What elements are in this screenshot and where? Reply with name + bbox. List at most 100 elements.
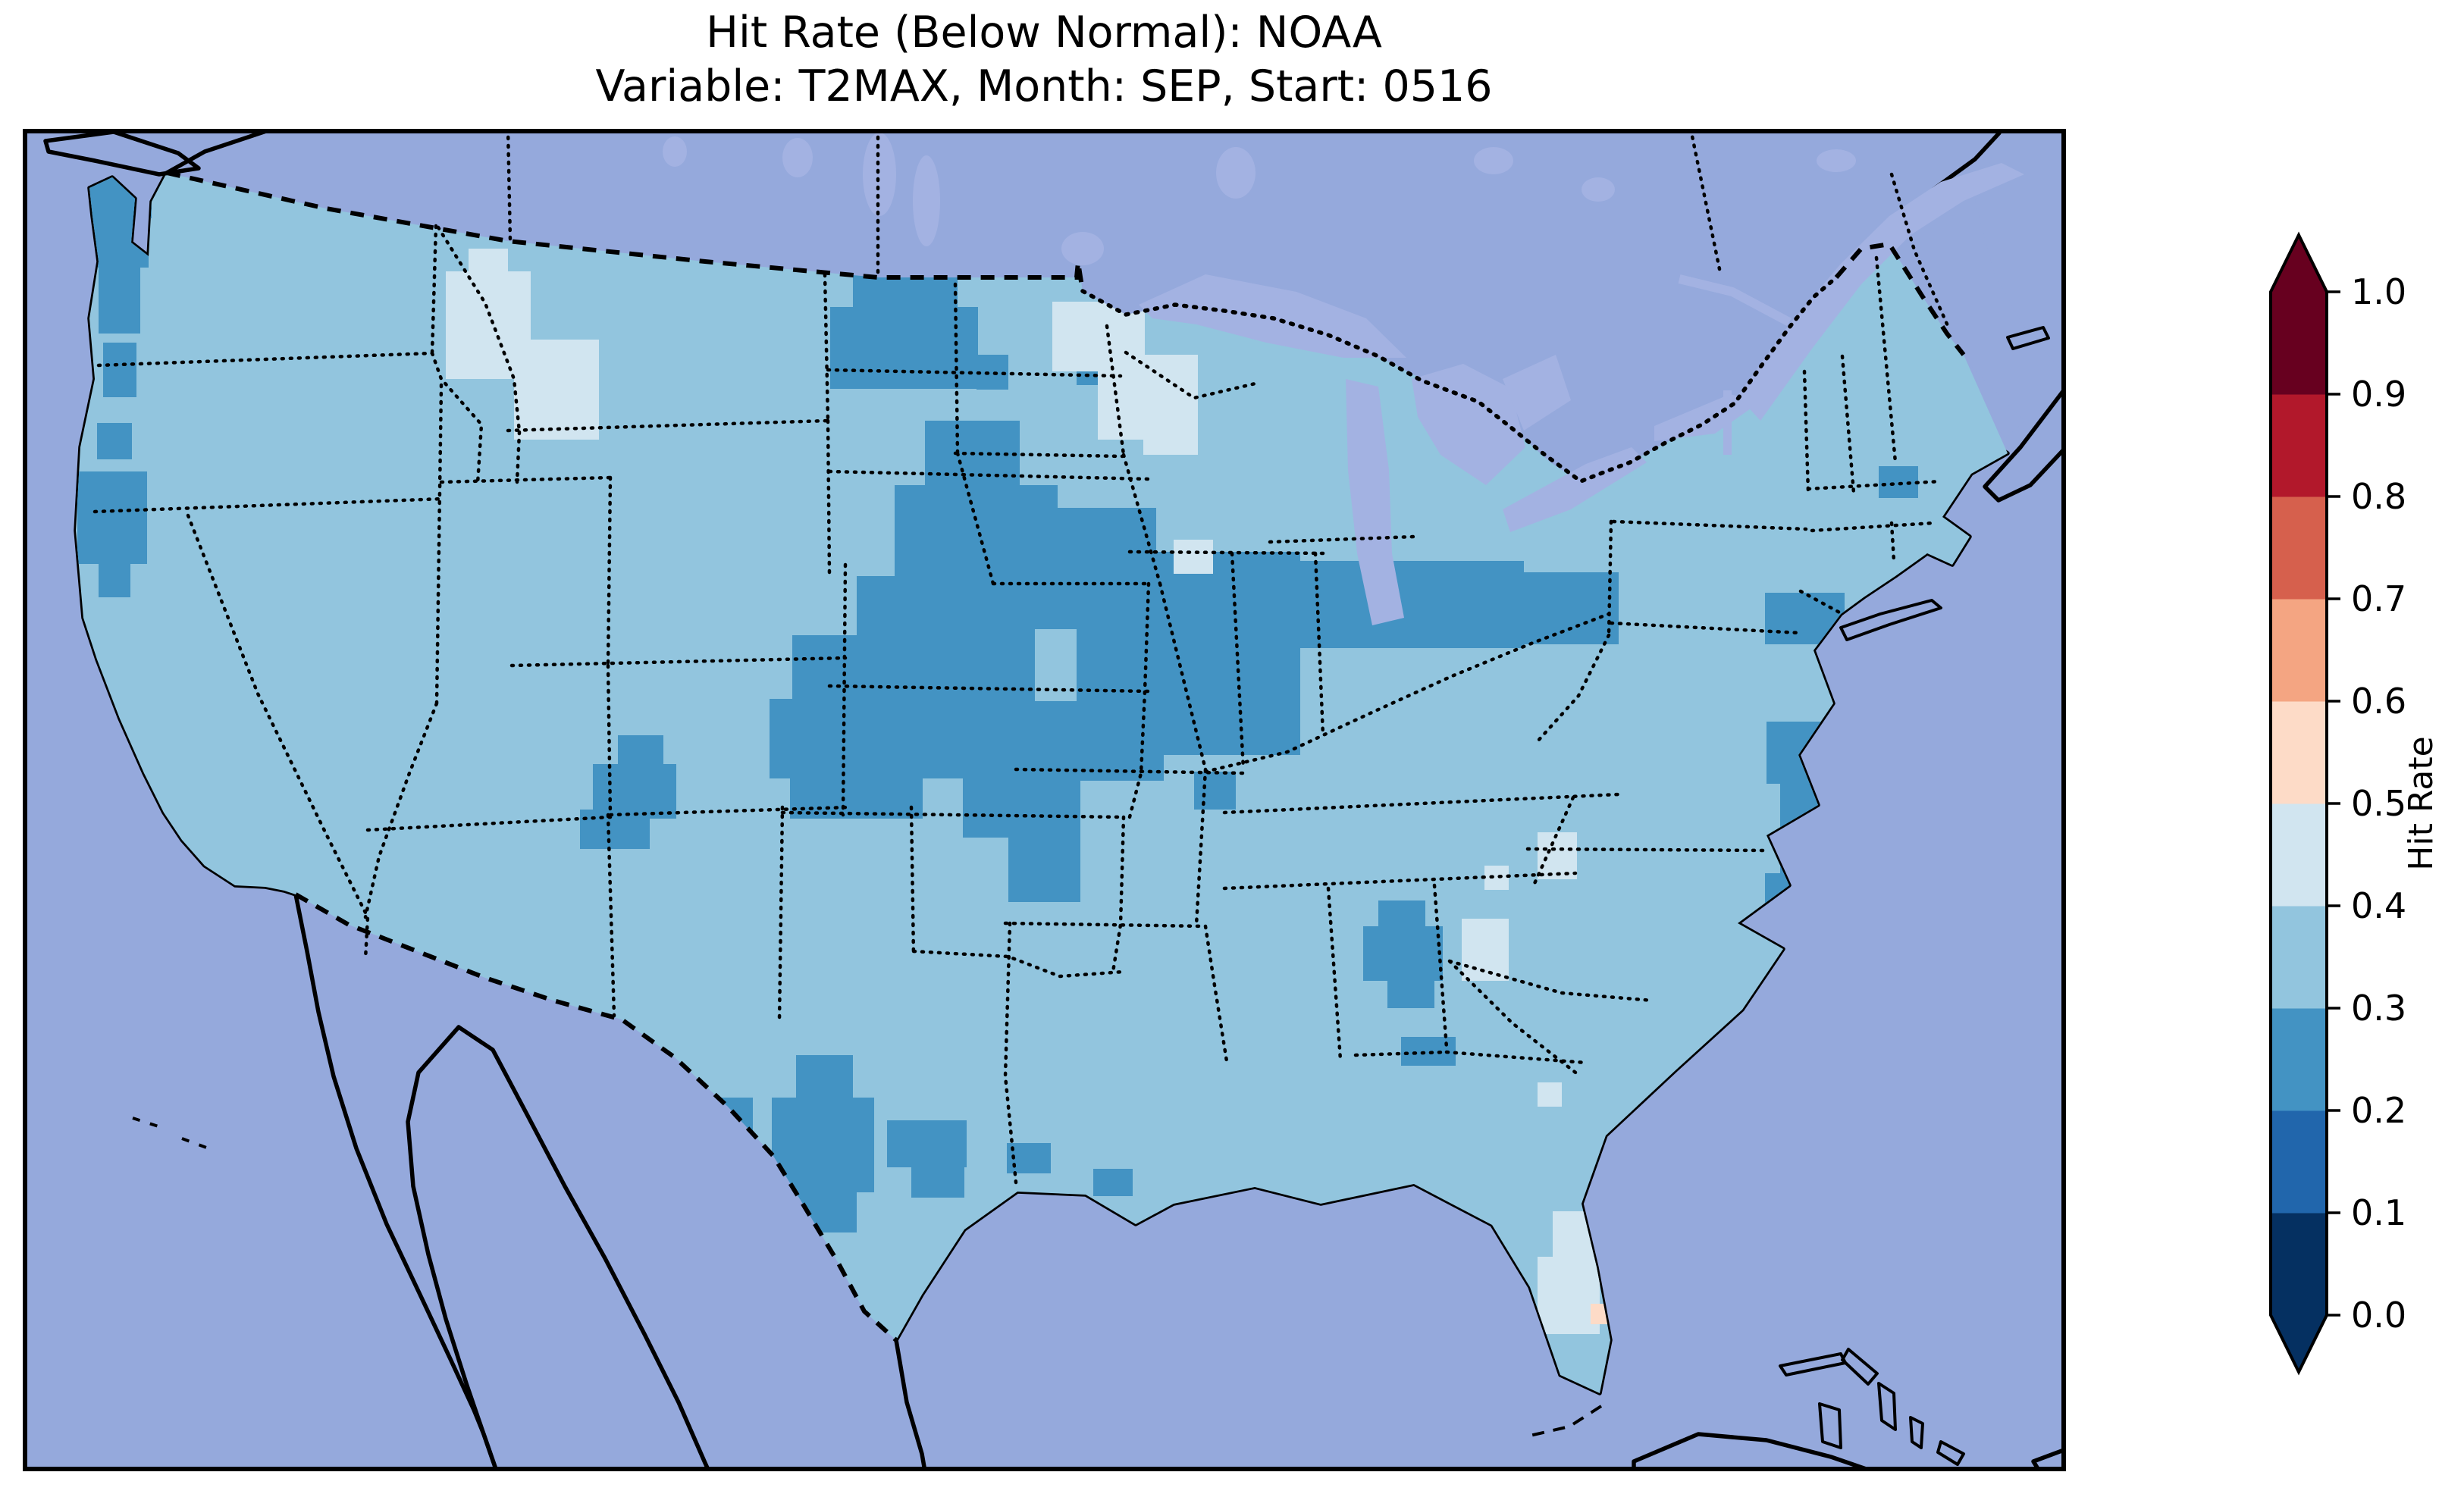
nova-scotia xyxy=(1983,388,2066,503)
hit-rate-cell-bin2 xyxy=(99,262,140,334)
hit-rate-cell-bin2 xyxy=(1008,701,1080,902)
hit-rate-cell-bin2 xyxy=(1879,466,1918,498)
colorbar-tick-label: 0.8 xyxy=(2351,476,2406,517)
lake-champlain xyxy=(1723,390,1732,455)
long-island-bahamas xyxy=(1936,1440,1965,1466)
hit-rate-cell-bin4 xyxy=(1143,423,1198,455)
colorbar-bin xyxy=(2271,803,2327,907)
colorbar-bin xyxy=(2271,292,2327,395)
chart-title-line2: Variable: T2MAX, Month: SEP, Start: 0516 xyxy=(595,61,1493,111)
hit-rate-cell-bin4 xyxy=(1484,866,1509,890)
hit-rate-cell-bin2 xyxy=(1520,572,1619,644)
canadian-lake-3 xyxy=(1582,177,1615,202)
cat-island xyxy=(1909,1416,1924,1449)
hit-rate-cell-bin2 xyxy=(77,471,147,564)
chart-title-line1: Hit Rate (Below Normal): NOAA xyxy=(706,8,1382,58)
colorbar: 0.0 0.1 0.2 0.3 0.4 0.5 0.6 0.7 0.8 0.9 1.0 Hit Ra… xyxy=(2269,231,2440,1376)
st-lawrence-river xyxy=(1738,163,2024,421)
hit-rate-cell-bin4 xyxy=(1538,1257,1600,1334)
colorbar-tick-label: 0.9 xyxy=(2351,374,2406,415)
hit-rate-cell-bin2 xyxy=(830,307,978,389)
canada-border-west xyxy=(166,171,1085,292)
colorbar-cells xyxy=(2271,235,2327,1372)
hit-rate-cell-bin4 xyxy=(1174,540,1213,574)
conus-hit-rate-map xyxy=(23,129,2066,1471)
eleuthera-island xyxy=(1877,1382,1897,1431)
colorbar-tick-label: 0.0 xyxy=(2351,1295,2406,1336)
lake-of-the-woods xyxy=(1061,232,1104,265)
hit-rate-cell-bin4 xyxy=(469,249,508,279)
hit-rate-cell-bin2 xyxy=(911,1161,964,1198)
canada-border-lakes xyxy=(1080,275,1839,484)
canadian-lake-1 xyxy=(782,138,813,177)
prince-edward-island xyxy=(2006,326,2050,350)
colorbar-ticks: 0.0 0.1 0.2 0.3 0.4 0.5 0.6 0.7 0.8 0.9 1.0 xyxy=(2327,271,2406,1336)
canada-border-maine xyxy=(1834,241,1966,356)
hit-rate-cell-bin4 xyxy=(1538,1082,1562,1107)
abaco-island xyxy=(1841,1348,1879,1386)
colorbar-arrow-under xyxy=(2271,1315,2327,1372)
lake-huron xyxy=(1412,364,1525,485)
hit-rate-cell-bin2 xyxy=(1093,1169,1133,1196)
colorbar-tick-label: 0.4 xyxy=(2351,885,2406,926)
hit-rate-cell-bin4 xyxy=(1538,832,1577,879)
hit-rate-cell-bin2 xyxy=(796,1055,853,1102)
lake-nipigon xyxy=(1216,147,1256,199)
channel-islands xyxy=(132,1117,209,1150)
colorbar-bin xyxy=(2271,496,2327,600)
lakes-group xyxy=(663,133,2024,625)
lake-winnipeg xyxy=(863,133,896,216)
colorbar-bin xyxy=(2271,599,2327,702)
hit-rate-cell-bin2 xyxy=(792,635,1035,707)
canadian-lake-5 xyxy=(663,136,687,167)
colorbar-tick-label: 0.1 xyxy=(2351,1192,2406,1233)
canadian-lake-2 xyxy=(1474,147,1513,174)
colorbar-bin xyxy=(2271,394,2327,497)
canadian-lake-4 xyxy=(1817,149,1856,172)
hit-rate-cell-bin2 xyxy=(1194,772,1236,810)
colorbar-tick-label: 0.2 xyxy=(2351,1090,2406,1131)
hit-rate-cell-bin2 xyxy=(1122,552,1300,755)
hit-rate-cell-bin2 xyxy=(97,423,132,459)
hit-rate-cell-bin2 xyxy=(887,1120,967,1167)
colorbar-axis-label: Hit Rate xyxy=(2402,736,2440,870)
hit-rate-cell-bin2 xyxy=(1363,926,1443,981)
colorbar-tick-label: 0.6 xyxy=(2351,681,2406,722)
colorbar-bin xyxy=(2271,1008,2327,1111)
vancouver-island xyxy=(43,130,201,177)
hit-rate-cell-bin2 xyxy=(103,343,136,397)
hit-rate-cell-bin2 xyxy=(580,810,650,849)
gulf-of-california xyxy=(406,1025,711,1471)
hit-rate-cell-bin4 xyxy=(514,340,599,440)
colorbar-bin xyxy=(2271,906,2327,1009)
cuba xyxy=(1632,1432,1875,1471)
gulf-of-st-lawrence xyxy=(1975,129,2066,375)
hit-rate-cell-bin2 xyxy=(925,421,1020,496)
state-borders xyxy=(92,224,1943,1185)
long-island xyxy=(1839,599,1942,641)
colorbar-tick-label: 1.0 xyxy=(2351,271,2406,312)
hit-rate-cell-bin2 xyxy=(99,562,130,597)
colorbar-arrow-over xyxy=(2271,235,2327,292)
lake-manitoba xyxy=(913,155,940,246)
colorbar-bin xyxy=(2271,1110,2327,1214)
hit-rate-cell-bin2 xyxy=(1296,561,1524,648)
hit-rate-cell-bin2 xyxy=(1387,978,1434,1008)
canadian-province-borders xyxy=(506,129,1951,330)
hit-rate-cell-bin2 xyxy=(618,735,663,769)
andros-island xyxy=(1818,1402,1842,1449)
islands-group xyxy=(43,130,2066,1471)
ottawa-river xyxy=(1678,274,1792,327)
colorbar-tick-label: 0.5 xyxy=(2351,783,2406,824)
hit-rate-cell-bin2 xyxy=(790,775,923,819)
georgian-bay xyxy=(1503,355,1571,431)
lake-michigan xyxy=(1346,379,1404,625)
hit-rate-cell-bin4 xyxy=(1462,919,1509,981)
colorbar-tick-label: 0.3 xyxy=(2351,988,2406,1029)
colorbar-bin xyxy=(2271,1213,2327,1316)
hit-rate-cell-bin2 xyxy=(772,1098,874,1192)
map-frame xyxy=(23,129,2066,1471)
florida-keys xyxy=(1529,1405,1603,1437)
colorbar-tick-label: 0.7 xyxy=(2351,578,2406,619)
